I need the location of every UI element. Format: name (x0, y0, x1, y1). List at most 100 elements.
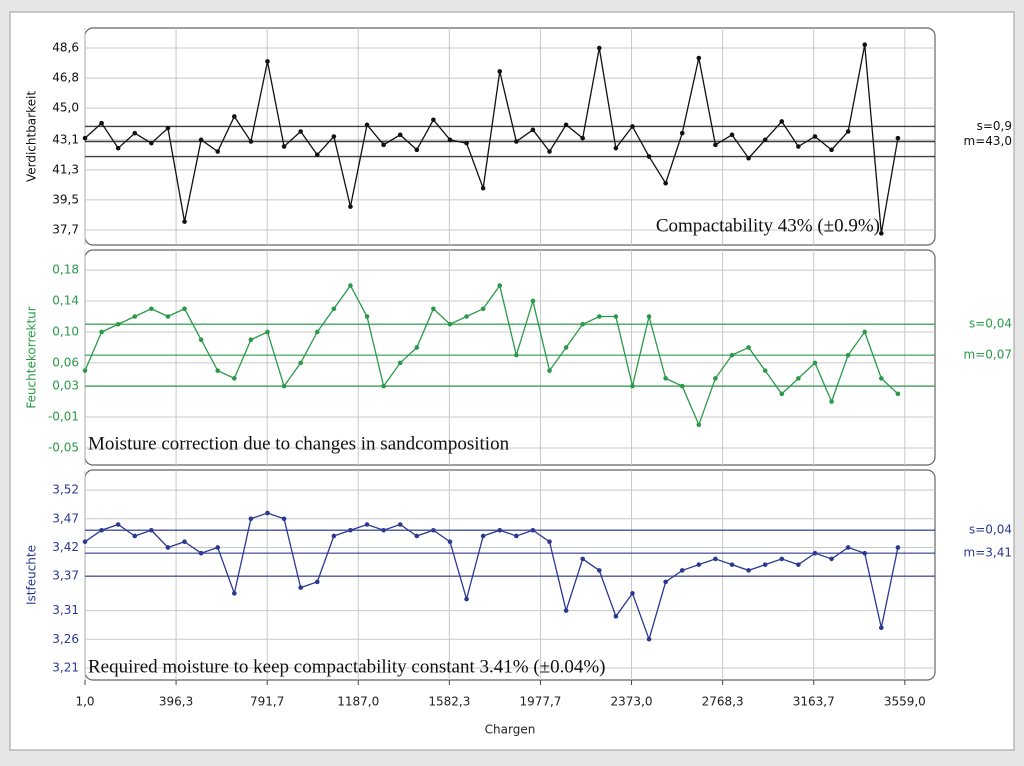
data-point (248, 139, 254, 144)
y-axis-label: Verdichtbarkeit (25, 91, 39, 182)
y-tick-label: 0,10 (52, 324, 79, 338)
data-point (198, 337, 204, 343)
data-point (613, 314, 619, 319)
data-point (198, 550, 204, 556)
data-point (265, 329, 270, 335)
data-point (829, 147, 834, 153)
data-point (464, 314, 469, 319)
x-tick-label: 3163,7 (793, 695, 835, 709)
data-point (115, 522, 121, 527)
data-point (82, 539, 88, 545)
data-point (779, 556, 785, 562)
data-point (580, 321, 585, 327)
data-point (281, 516, 287, 522)
data-point (530, 527, 536, 533)
data-point (331, 306, 337, 312)
x-tick-label: 2373,0 (611, 695, 653, 709)
data-point (165, 125, 171, 131)
data-point (862, 550, 868, 556)
data-point (480, 306, 486, 312)
data-point (149, 306, 154, 312)
data-point (281, 144, 287, 149)
data-point (165, 314, 171, 319)
data-point (862, 42, 868, 47)
data-point (696, 55, 702, 61)
data-point (464, 140, 469, 146)
data-point (348, 527, 353, 533)
data-point (713, 556, 718, 562)
x-tick-label: 1,0 (75, 695, 94, 709)
data-point (514, 139, 519, 144)
y-tick-label: 43,1 (52, 132, 79, 146)
data-point (82, 135, 88, 141)
data-point (895, 135, 901, 141)
data-point (663, 180, 668, 186)
data-point (630, 591, 635, 596)
data-point (879, 231, 884, 236)
data-point (746, 155, 751, 161)
data-point (248, 516, 254, 522)
y-tick-label: 3,37 (52, 569, 79, 583)
data-point (99, 527, 104, 533)
y-axis-label: Feuchtekorrektur (25, 306, 39, 408)
data-point (215, 368, 221, 373)
data-point (895, 545, 901, 550)
data-point (729, 352, 735, 358)
data-point (414, 533, 420, 539)
data-point (845, 129, 851, 134)
y-tick-label: -0,01 (48, 410, 79, 424)
data-point (596, 45, 602, 51)
annotation: Moisture correction due to changes in sa… (88, 433, 510, 454)
x-tick-label: 791,7 (250, 695, 284, 709)
y-tick-label: 3,21 (52, 660, 79, 674)
y-tick-label: 39,5 (52, 192, 79, 206)
data-point (497, 527, 503, 533)
data-point (464, 596, 469, 602)
data-point (812, 134, 818, 139)
data-point (746, 345, 751, 350)
data-point (497, 283, 503, 288)
data-point (547, 539, 552, 545)
s-label: s=0,04 (969, 317, 1012, 331)
data-point (829, 399, 834, 404)
y-tick-label: 3,52 (52, 483, 79, 497)
data-point (630, 383, 635, 389)
data-point (431, 306, 436, 312)
data-point (713, 376, 718, 381)
data-point (232, 114, 237, 119)
data-point (497, 69, 503, 74)
data-point (182, 306, 187, 312)
data-point (845, 352, 851, 358)
x-tick-label: 1977,7 (519, 695, 561, 709)
y-tick-label: 3,26 (52, 632, 79, 646)
data-point (248, 337, 254, 343)
data-point (729, 132, 735, 138)
data-point (796, 144, 801, 149)
annotation: Required moisture to keep compactability… (88, 656, 606, 677)
data-point (314, 152, 320, 158)
data-point (646, 154, 652, 159)
data-point (679, 568, 685, 573)
data-point (281, 383, 287, 389)
data-point (762, 562, 768, 567)
y-tick-label: 3,42 (52, 540, 79, 554)
data-point (563, 345, 569, 350)
s-label: s=0,9 (977, 119, 1012, 133)
data-point (215, 545, 221, 550)
data-point (331, 134, 337, 139)
y-tick-label: 37,7 (52, 222, 79, 236)
data-point (812, 360, 818, 366)
data-point (149, 527, 154, 533)
data-point (796, 562, 801, 567)
y-tick-label: -0,05 (48, 440, 79, 454)
data-point (99, 329, 104, 335)
x-tick-label: 2768,3 (702, 695, 744, 709)
data-point (630, 124, 635, 129)
data-point (696, 422, 702, 428)
data-point (132, 314, 138, 319)
data-point (431, 117, 436, 123)
data-point (862, 329, 868, 335)
data-point (696, 562, 702, 567)
s-label: s=0,04 (969, 523, 1012, 537)
